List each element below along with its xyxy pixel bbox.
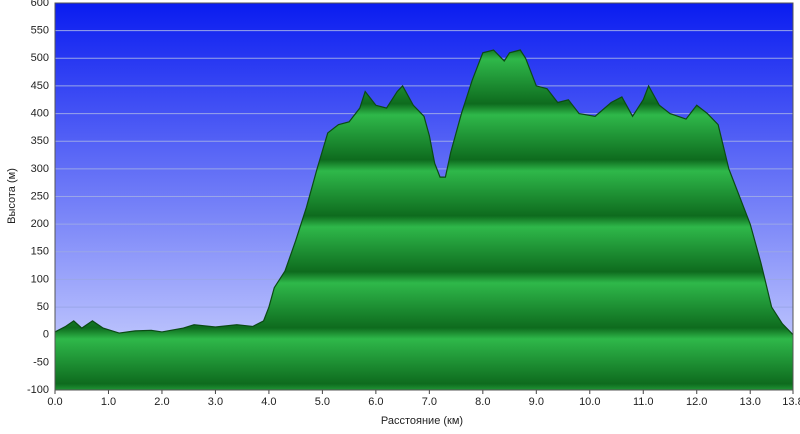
x-tick-label: 2.0 (154, 396, 169, 408)
y-tick-label: -100 (27, 384, 49, 396)
x-tick-label: 0.0 (47, 396, 62, 408)
y-tick-label: 50 (37, 301, 49, 313)
y-tick-label: 150 (31, 246, 49, 258)
x-axis-label: Расстояние (км) (381, 415, 463, 427)
x-tick-label: 6.0 (368, 396, 383, 408)
x-tick-label: 10.0 (579, 396, 600, 408)
x-tick-label: 8.0 (475, 396, 490, 408)
y-tick-label: 250 (31, 190, 49, 202)
x-tick-label: 13.8 (782, 396, 800, 408)
y-tick-label: 550 (31, 25, 49, 37)
x-tick-label: 1.0 (101, 396, 116, 408)
x-tick-label: 7.0 (422, 396, 437, 408)
y-tick-label: 600 (31, 0, 49, 9)
y-tick-label: 300 (31, 163, 49, 175)
y-tick-label: 0 (43, 329, 49, 341)
y-axis-label: Высота (м) (6, 168, 18, 224)
x-tick-label: 13.0 (740, 396, 761, 408)
x-tick-label: 11.0 (633, 396, 654, 408)
area (55, 49, 793, 390)
profile-line (54, 49, 794, 336)
y-tick-label: 350 (31, 135, 49, 147)
x-tick-label: 4.0 (261, 396, 276, 408)
plot-frame (54, 2, 794, 391)
y-tick-label: -50 (33, 356, 49, 368)
y-tick-label: 450 (31, 80, 49, 92)
y-tick-label: 100 (31, 273, 49, 285)
y-tick-label: 200 (31, 218, 49, 230)
y-tick-label: 400 (31, 107, 49, 119)
y-tick-label: 500 (31, 52, 49, 64)
x-tick-label: 12.0 (686, 396, 707, 408)
x-tick-label: 3.0 (208, 396, 223, 408)
x-tick-label: 9.0 (529, 396, 544, 408)
x-tick-label: 5.0 (315, 396, 330, 408)
